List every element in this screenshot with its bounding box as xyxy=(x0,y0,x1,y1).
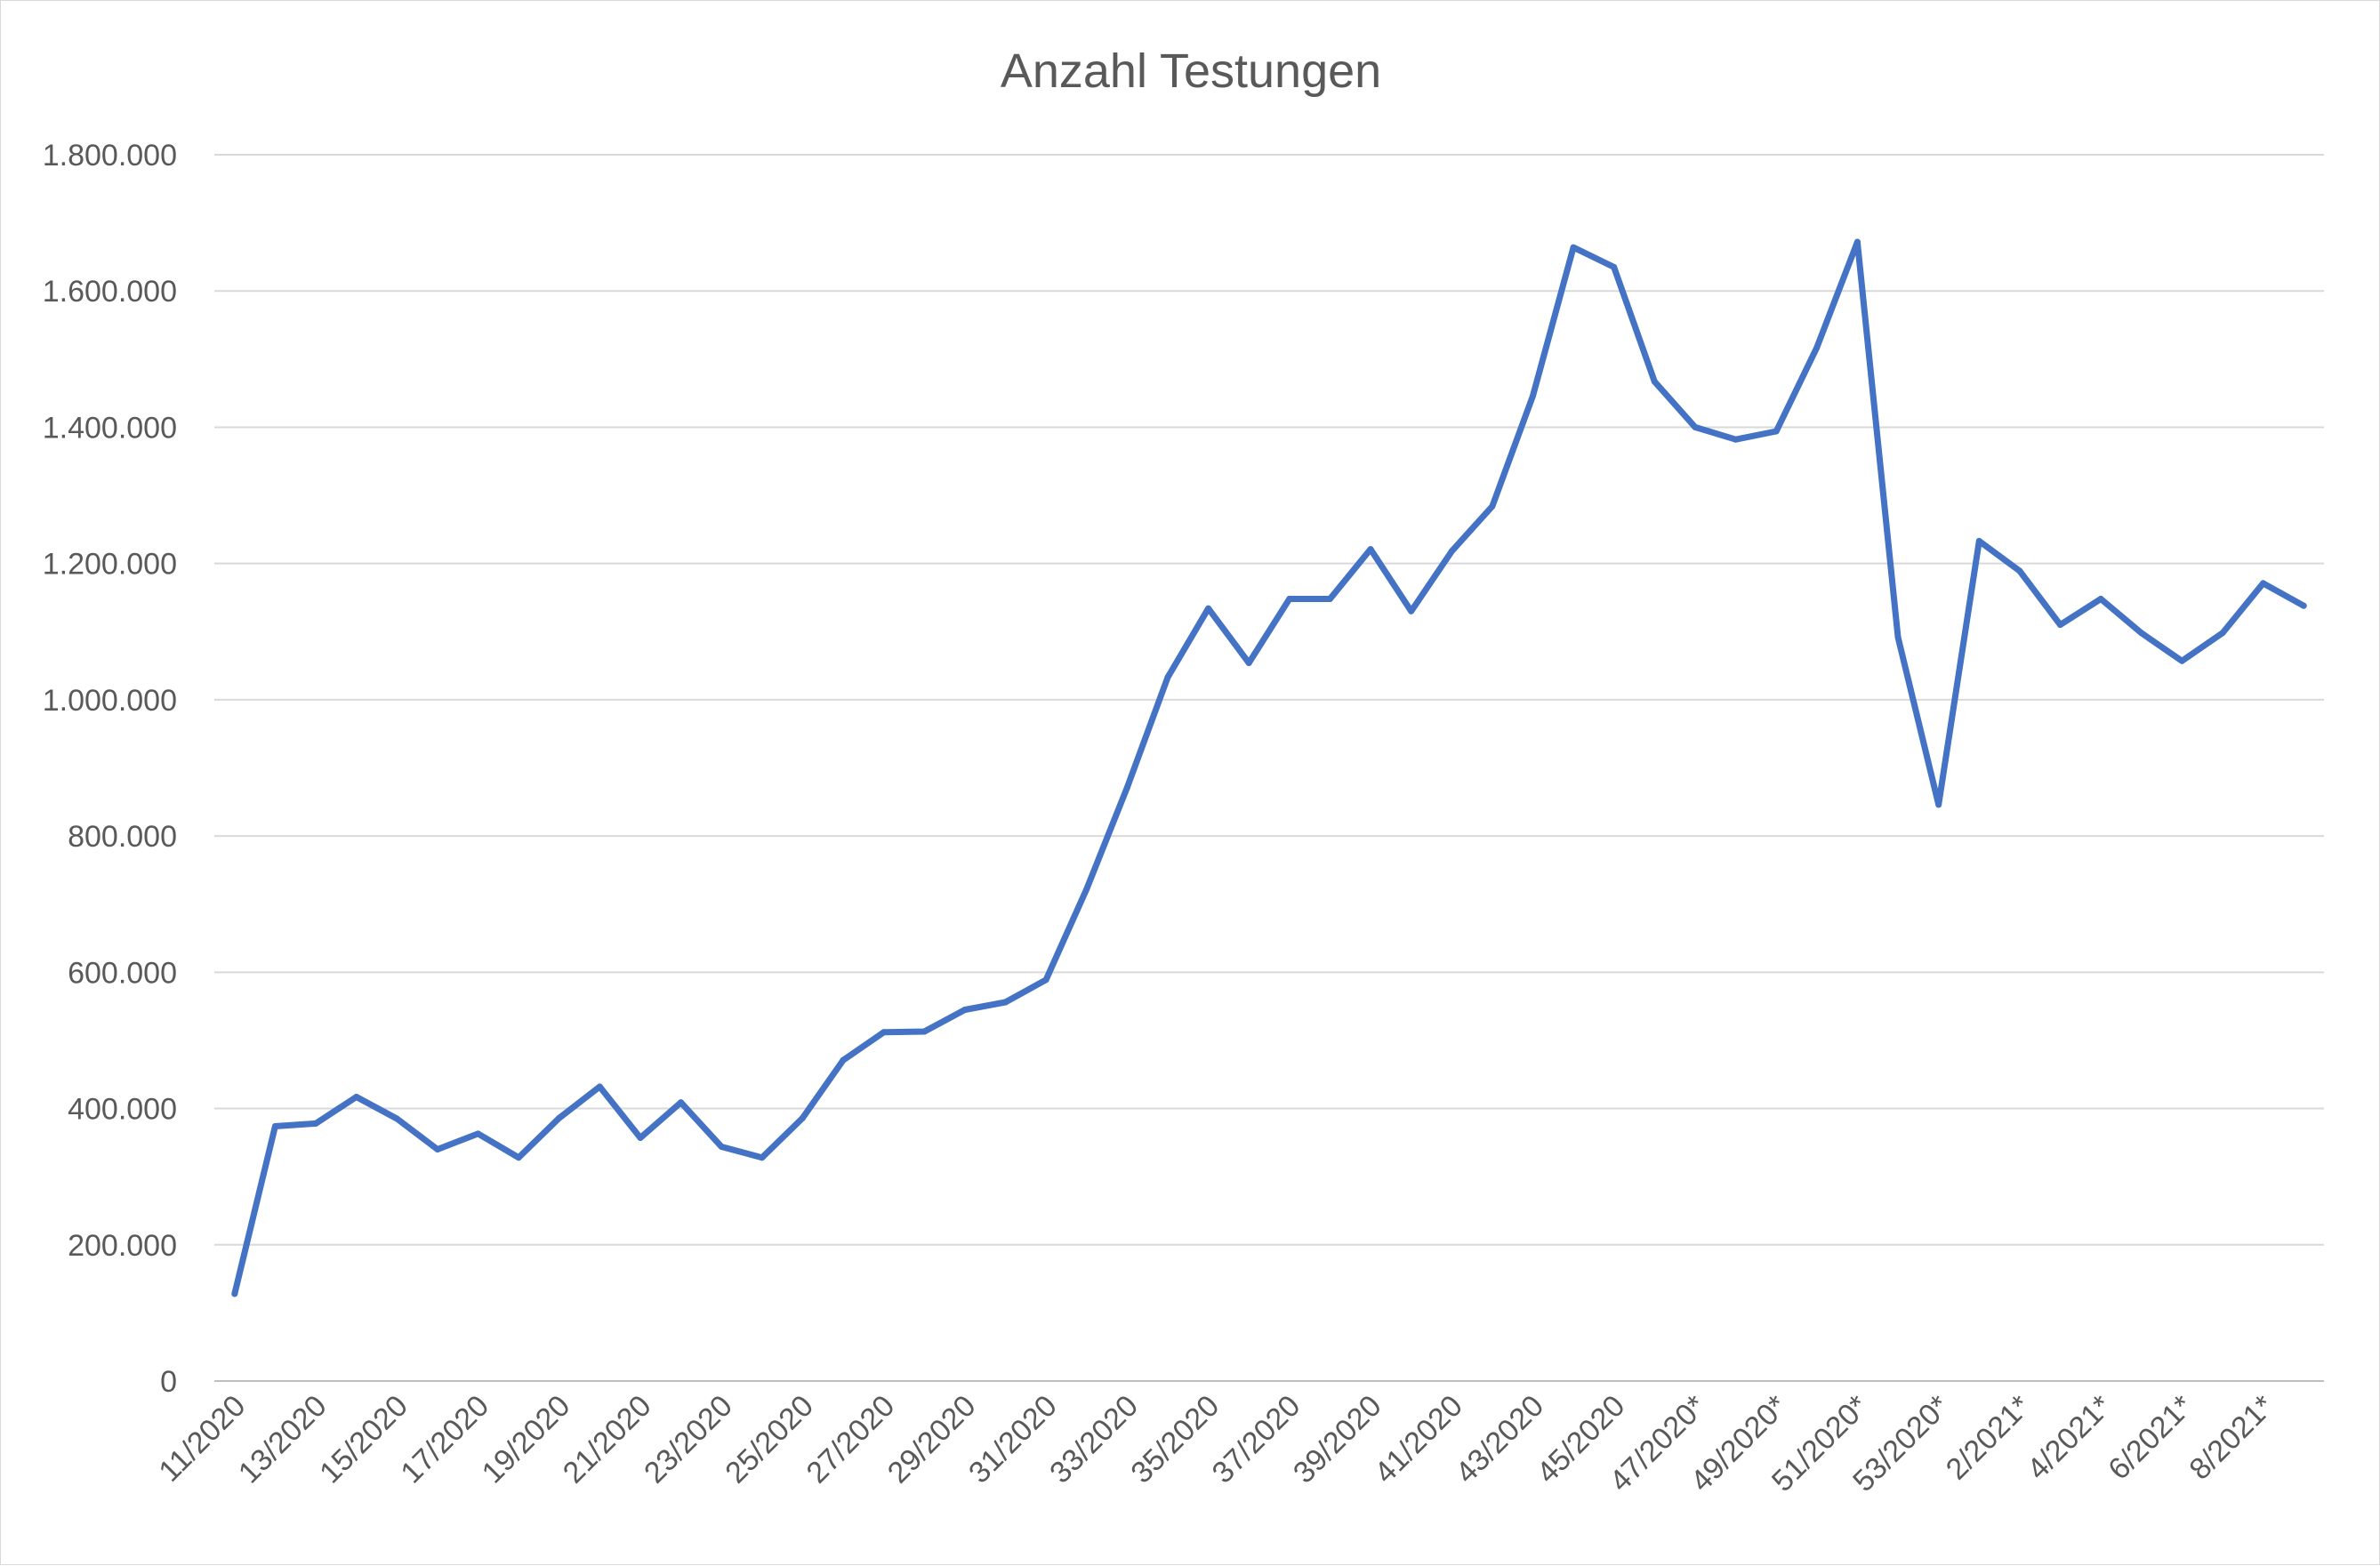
y-tick-label: 1.200.000 xyxy=(43,548,177,582)
x-tick-label: 15/2020 xyxy=(313,1389,414,1490)
data-point xyxy=(678,1099,685,1106)
data-point xyxy=(637,1134,644,1141)
x-tick-label: 17/2020 xyxy=(394,1389,495,1490)
gridlines xyxy=(214,154,2324,1246)
data-point xyxy=(1773,428,1780,435)
data-point xyxy=(2300,602,2307,609)
data-point xyxy=(2016,567,2023,574)
y-tick-label: 200.000 xyxy=(68,1229,177,1263)
x-tick-label: 19/2020 xyxy=(476,1389,577,1490)
x-tick-label: 6/2021* xyxy=(2102,1389,2199,1487)
data-point xyxy=(2219,630,2226,637)
x-tick-label: 25/2020 xyxy=(719,1389,820,1490)
data-point xyxy=(556,1114,563,1121)
data-point xyxy=(1975,537,1982,544)
x-axis-tick-labels: 11/202013/202015/202017/202019/202021/20… xyxy=(152,1389,2280,1498)
x-tick-label: 37/2020 xyxy=(1206,1389,1307,1490)
x-tick-label: 23/2020 xyxy=(638,1389,739,1490)
y-tick-label: 1.600.000 xyxy=(43,275,177,309)
x-tick-label: 31/2020 xyxy=(962,1389,1064,1490)
data-point xyxy=(231,1290,238,1297)
y-tick-label: 800.000 xyxy=(68,820,177,854)
x-tick-label: 27/2020 xyxy=(800,1389,902,1490)
data-point xyxy=(1002,999,1009,1006)
data-point xyxy=(1286,596,1293,603)
data-point xyxy=(799,1114,806,1121)
data-point xyxy=(1692,423,1699,430)
data-point xyxy=(1530,392,1536,399)
data-point xyxy=(515,1154,522,1161)
data-point xyxy=(880,1029,888,1036)
x-tick-label: 11/2020 xyxy=(152,1389,252,1489)
chart-title: Anzahl Testungen xyxy=(1001,44,1381,98)
y-tick-label: 0 xyxy=(160,1365,177,1399)
data-point xyxy=(353,1094,360,1101)
data-point xyxy=(840,1056,847,1064)
data-point xyxy=(921,1028,928,1035)
data-point xyxy=(2260,580,2267,587)
data-point xyxy=(271,1122,278,1129)
data-point xyxy=(1611,263,1618,270)
data-point xyxy=(1205,605,1212,612)
data-point xyxy=(1367,546,1374,553)
x-tick-label: 41/2020 xyxy=(1368,1389,1469,1490)
x-tick-label: 33/2020 xyxy=(1043,1389,1145,1490)
data-point xyxy=(475,1130,481,1137)
data-point xyxy=(1935,801,1942,808)
data-point xyxy=(2178,657,2185,664)
data-point xyxy=(961,1006,969,1013)
data-point xyxy=(1489,502,1496,510)
y-tick-label: 600.000 xyxy=(68,956,177,990)
data-point xyxy=(1813,344,1821,351)
data-point xyxy=(759,1154,766,1161)
data-point xyxy=(434,1146,441,1153)
y-tick-label: 400.000 xyxy=(68,1093,177,1127)
data-point xyxy=(596,1083,603,1090)
data-point xyxy=(1733,436,1740,443)
data-point xyxy=(1042,976,1049,984)
data-point xyxy=(1245,660,1252,667)
data-point xyxy=(1853,238,1861,245)
data-point xyxy=(1448,548,1455,555)
y-tick-label: 1.400.000 xyxy=(43,411,177,445)
data-point xyxy=(718,1143,725,1150)
data-point xyxy=(1894,633,1902,640)
x-tick-label: 13/2020 xyxy=(232,1389,334,1490)
data-point xyxy=(1570,244,1577,251)
x-tick-label: 35/2020 xyxy=(1124,1389,1226,1490)
data-point xyxy=(2138,630,2145,637)
y-tick-label: 1.800.000 xyxy=(43,139,177,173)
data-point xyxy=(1326,596,1333,603)
data-point xyxy=(2057,622,2063,629)
x-tick-label: 2/2021* xyxy=(1940,1389,2038,1487)
series-layer xyxy=(231,238,2307,1297)
data-point xyxy=(312,1120,319,1127)
x-tick-label: 8/2021* xyxy=(2183,1389,2280,1487)
y-axis-tick-labels: 0 200.000 400.000 600.000 800.000 1.000.000 1.… xyxy=(43,139,177,1399)
data-point xyxy=(2097,596,2104,603)
y-tick-label: 1.000.000 xyxy=(43,684,177,718)
x-tick-label: 43/2020 xyxy=(1449,1389,1550,1490)
data-point xyxy=(1083,886,1090,893)
data-point xyxy=(1164,674,1171,681)
x-tick-label: 4/2021* xyxy=(2021,1389,2119,1487)
data-point xyxy=(393,1115,400,1122)
x-tick-label: 29/2020 xyxy=(881,1389,983,1490)
data-point xyxy=(1651,378,1658,385)
x-tick-label: 21/2020 xyxy=(557,1389,658,1490)
x-tick-label: 39/2020 xyxy=(1287,1389,1388,1490)
data-point xyxy=(1408,607,1415,614)
data-point xyxy=(1123,784,1130,791)
series-line xyxy=(231,238,2307,1297)
